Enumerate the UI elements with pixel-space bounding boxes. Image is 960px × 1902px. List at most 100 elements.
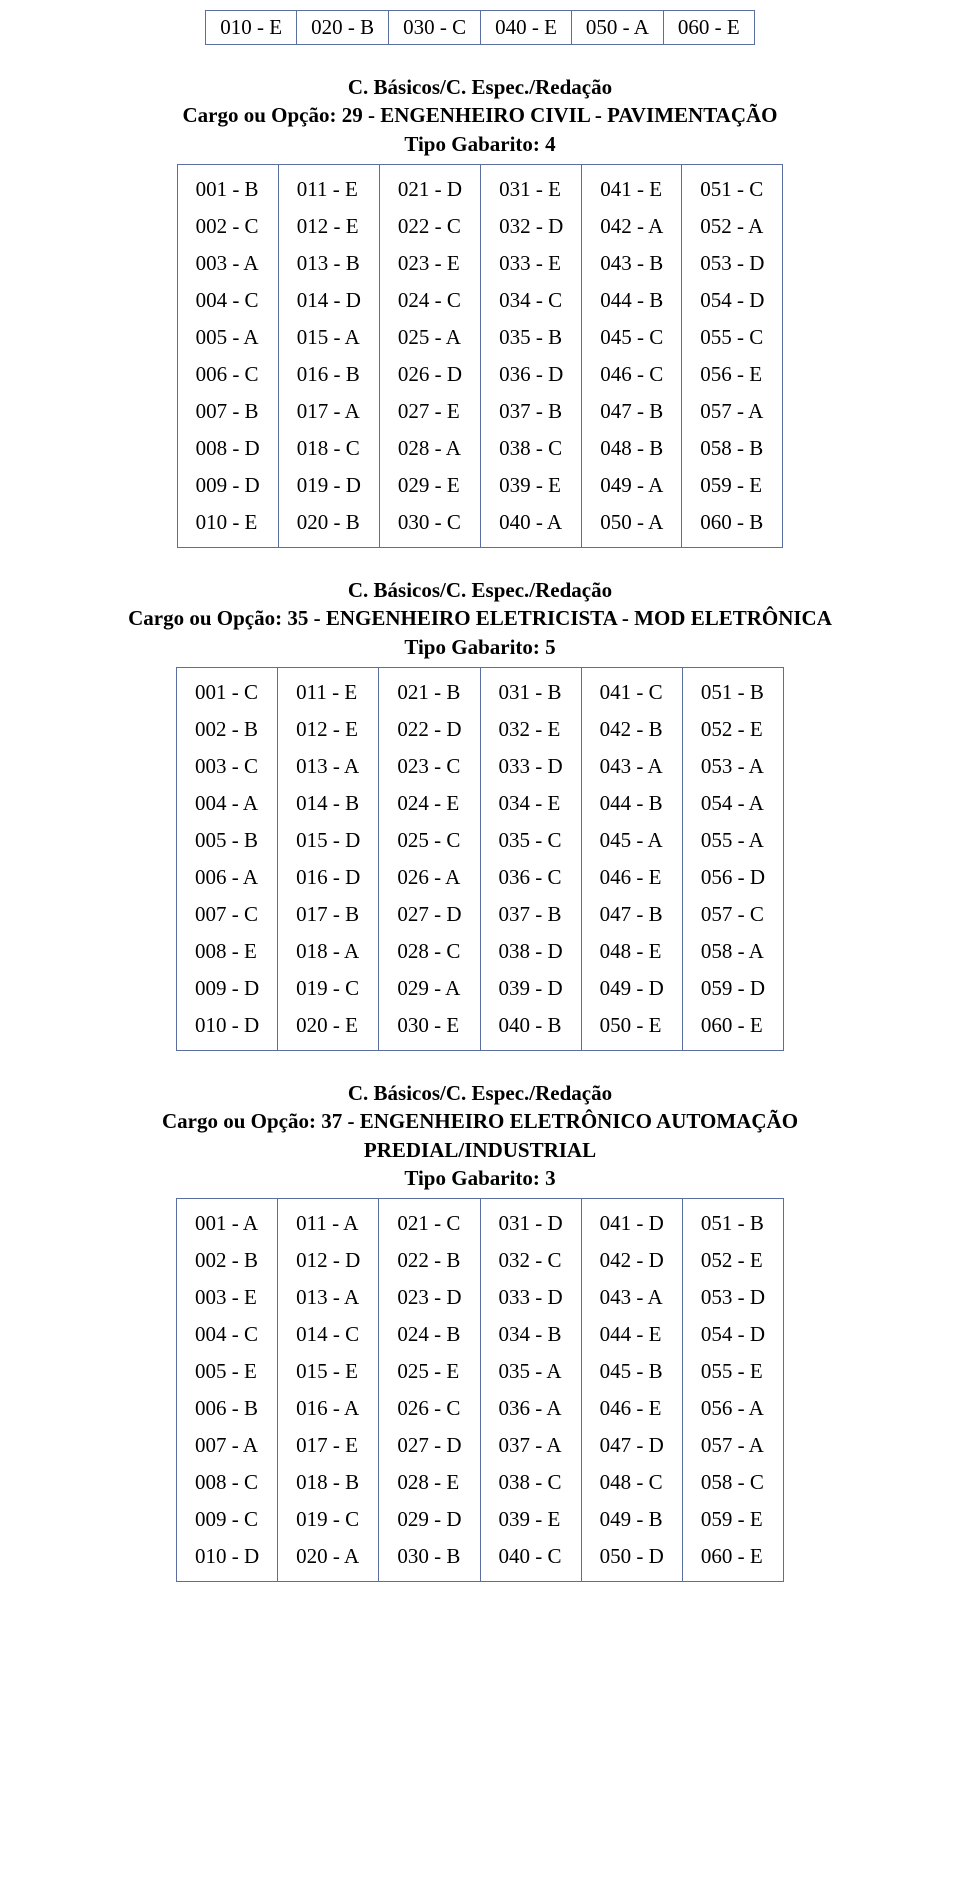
answer-cell: 010 - E <box>196 504 260 541</box>
answer-cell: 021 - B <box>397 674 461 711</box>
answer-column: 031 - B032 - E033 - D034 - E035 - C036 -… <box>480 668 581 1051</box>
answer-cell: 033 - E <box>499 245 563 282</box>
answer-cell: 014 - C <box>296 1316 360 1353</box>
answer-cell: 051 - C <box>700 171 764 208</box>
answer-cell: 001 - A <box>195 1205 259 1242</box>
answer-cell: 014 - B <box>296 785 360 822</box>
answer-cell: 006 - B <box>195 1390 259 1427</box>
answer-cell: 006 - C <box>196 356 260 393</box>
answer-cell: 047 - B <box>600 393 663 430</box>
answer-cell: 040 - A <box>499 504 563 541</box>
answer-cell: 012 - E <box>297 208 361 245</box>
answer-cell: 024 - C <box>398 282 462 319</box>
answer-cell: 044 - B <box>600 282 663 319</box>
answer-cell: 043 - A <box>600 748 664 785</box>
answer-cell: 048 - E <box>600 933 664 970</box>
answer-column: 051 - C052 - A053 - D054 - D055 - C056 -… <box>682 165 783 548</box>
answer-cell: 057 - C <box>701 896 765 933</box>
answer-cell: 029 - D <box>397 1501 461 1538</box>
answer-cell: 050 - A <box>571 11 663 45</box>
gabarito-table-35: 001 - C002 - B003 - C004 - A005 - B006 -… <box>176 667 784 1051</box>
answer-cell: 045 - B <box>600 1353 664 1390</box>
answer-cell: 023 - E <box>398 245 462 282</box>
answer-cell: 015 - A <box>297 319 361 356</box>
answer-cell: 011 - E <box>296 674 360 711</box>
answer-cell: 021 - C <box>397 1205 461 1242</box>
gabarito-table-37: 001 - A002 - B003 - E004 - C005 - E006 -… <box>176 1198 784 1582</box>
answer-column: 011 - E012 - E013 - B014 - D015 - A016 -… <box>278 165 379 548</box>
answer-cell: 038 - C <box>499 430 563 467</box>
answer-cell: 051 - B <box>701 674 765 711</box>
answer-cell: 033 - D <box>499 1279 563 1316</box>
answer-cell: 025 - E <box>397 1353 461 1390</box>
answer-cell: 012 - D <box>296 1242 360 1279</box>
answer-cell: 039 - D <box>499 970 563 1007</box>
answer-column: 021 - B022 - D023 - C024 - E025 - C026 -… <box>379 668 480 1051</box>
answer-cell: 008 - E <box>195 933 259 970</box>
answer-cell: 035 - A <box>499 1353 563 1390</box>
table-row: 001 - C002 - B003 - C004 - A005 - B006 -… <box>176 668 783 1051</box>
answer-cell: 003 - C <box>195 748 259 785</box>
answer-column: 011 - E012 - E013 - A014 - B015 - D016 -… <box>278 668 379 1051</box>
answer-cell: 048 - C <box>600 1464 664 1501</box>
answer-cell: 034 - E <box>499 785 563 822</box>
answer-cell: 028 - A <box>398 430 462 467</box>
answer-cell: 044 - B <box>600 785 664 822</box>
answer-cell: 026 - C <box>397 1390 461 1427</box>
answer-cell: 022 - D <box>397 711 461 748</box>
answer-cell: 030 - C <box>389 11 481 45</box>
answer-cell: 050 - E <box>600 1007 664 1044</box>
answer-cell: 014 - D <box>297 282 361 319</box>
answer-cell: 043 - B <box>600 245 663 282</box>
answer-cell: 030 - B <box>397 1538 461 1575</box>
answer-cell: 054 - A <box>701 785 765 822</box>
answer-cell: 026 - A <box>397 859 461 896</box>
answer-cell: 055 - A <box>701 822 765 859</box>
answer-column: 041 - D042 - D043 - A044 - E045 - B046 -… <box>581 1199 682 1582</box>
answer-cell: 060 - B <box>700 504 764 541</box>
answer-cell: 027 - D <box>397 1427 461 1464</box>
answer-cell: 024 - B <box>397 1316 461 1353</box>
answer-cell: 001 - C <box>195 674 259 711</box>
answer-cell: 007 - B <box>196 393 260 430</box>
answer-cell: 036 - D <box>499 356 563 393</box>
answer-cell: 058 - A <box>701 933 765 970</box>
gabarito-table-29: 001 - B002 - C003 - A004 - C005 - A006 -… <box>177 164 784 548</box>
answer-cell: 054 - D <box>700 282 764 319</box>
answer-cell: 005 - E <box>195 1353 259 1390</box>
answer-cell: 015 - E <box>296 1353 360 1390</box>
answer-cell: 050 - A <box>600 504 663 541</box>
answer-cell: 010 - E <box>206 11 297 45</box>
answer-column: 021 - C022 - B023 - D024 - B025 - E026 -… <box>379 1199 480 1582</box>
section-header: C. Básicos/C. Espec./Redação Cargo ou Op… <box>30 576 930 661</box>
answer-column: 041 - E042 - A043 - B044 - B045 - C046 -… <box>582 165 682 548</box>
answer-cell: 016 - D <box>296 859 360 896</box>
answer-cell: 053 - D <box>700 245 764 282</box>
answer-cell: 043 - A <box>600 1279 664 1316</box>
answer-cell: 060 - E <box>701 1538 765 1575</box>
answer-cell: 019 - C <box>296 1501 360 1538</box>
answer-cell: 056 - A <box>701 1390 765 1427</box>
answer-cell: 056 - E <box>700 356 764 393</box>
answer-cell: 028 - C <box>397 933 461 970</box>
answer-cell: 059 - E <box>701 1501 765 1538</box>
answer-cell: 013 - B <box>297 245 361 282</box>
answer-cell: 020 - E <box>296 1007 360 1044</box>
answer-cell: 039 - E <box>499 467 563 504</box>
answer-cell: 002 - C <box>196 208 260 245</box>
section-header: C. Básicos/C. Espec./Redação Cargo ou Op… <box>30 73 930 158</box>
answer-cell: 029 - A <box>397 970 461 1007</box>
answer-cell: 008 - D <box>196 430 260 467</box>
answer-cell: 007 - C <box>195 896 259 933</box>
answer-cell: 004 - A <box>195 785 259 822</box>
answer-cell: 046 - E <box>600 859 664 896</box>
answer-cell: 002 - B <box>195 1242 259 1279</box>
answer-column: 001 - C002 - B003 - C004 - A005 - B006 -… <box>176 668 277 1051</box>
answer-cell: 019 - D <box>297 467 361 504</box>
answer-cell: 057 - A <box>700 393 764 430</box>
answer-cell: 001 - B <box>196 171 260 208</box>
answer-cell: 041 - D <box>600 1205 664 1242</box>
answer-cell: 019 - C <box>296 970 360 1007</box>
answer-cell: 049 - B <box>600 1501 664 1538</box>
answer-cell: 059 - E <box>700 467 764 504</box>
